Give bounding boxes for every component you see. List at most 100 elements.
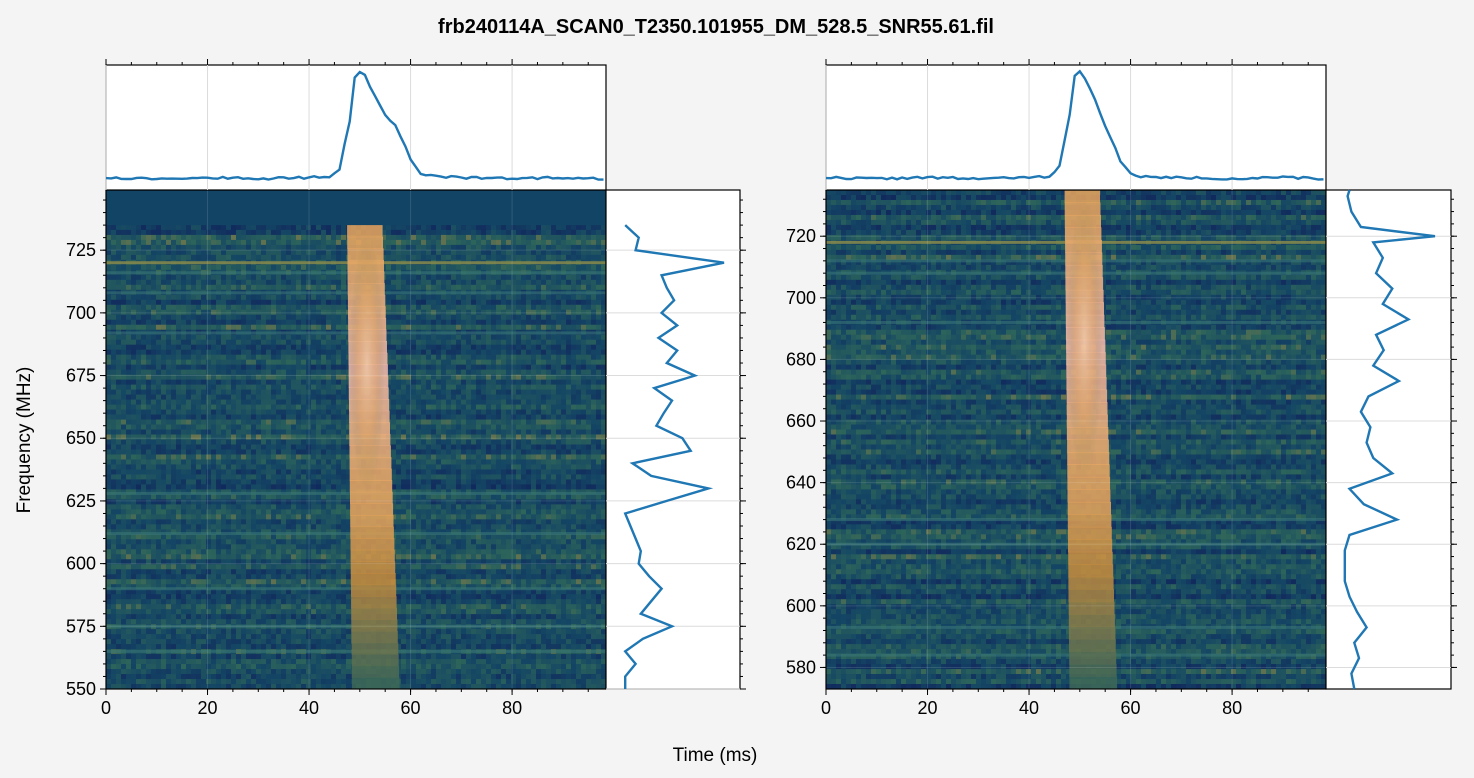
- heatmap-cell: [436, 394, 442, 400]
- heatmap-cell: [256, 244, 262, 251]
- heatmap-cell: [231, 294, 237, 301]
- heatmap-cell: [481, 379, 487, 386]
- heatmap-cell: [401, 384, 407, 390]
- heatmap-cell: [476, 364, 482, 371]
- heatmap-cell: [171, 359, 177, 366]
- heatmap-cell: [281, 339, 287, 346]
- heatmap-cell: [576, 394, 582, 400]
- heatmap-cell: [181, 399, 187, 405]
- heatmap-cell: [236, 424, 242, 430]
- heatmap-cell: [326, 424, 332, 430]
- heatmap-cell: [146, 344, 152, 351]
- heatmap-cell: [601, 234, 607, 241]
- heatmap-cell: [276, 369, 282, 376]
- heatmap-cell: [591, 389, 597, 395]
- heatmap-cell: [481, 304, 487, 311]
- heatmap-cell: [506, 264, 512, 271]
- heatmap-cell: [206, 414, 212, 420]
- heatmap-cell: [306, 414, 312, 420]
- heatmap-cell: [441, 339, 447, 346]
- heatmap-cell: [146, 419, 152, 425]
- heatmap-cell: [426, 264, 432, 271]
- heatmap-cell: [201, 374, 207, 381]
- heatmap-cell: [501, 309, 507, 316]
- heatmap-cell: [301, 369, 307, 376]
- heatmap-cell: [321, 399, 327, 405]
- heatmap-cell: [161, 374, 167, 381]
- heatmap-cell: [391, 394, 397, 400]
- heatmap-cell: [171, 314, 177, 321]
- heatmap-cell: [521, 414, 527, 420]
- heatmap-cell: [446, 359, 452, 366]
- heatmap-cell: [581, 244, 587, 251]
- heatmap-cell: [526, 324, 532, 331]
- heatmap-cell: [431, 264, 437, 271]
- heatmap-cell: [306, 379, 312, 386]
- heatmap-cell: [401, 294, 407, 301]
- heatmap-cell: [196, 354, 202, 361]
- heatmap-cell: [241, 379, 247, 386]
- heatmap-cell: [486, 224, 492, 231]
- heatmap-cell: [271, 389, 277, 395]
- heatmap-cell: [336, 364, 342, 371]
- heatmap-cell: [456, 244, 462, 251]
- heatmap-cell: [536, 369, 542, 376]
- heatmap-cell: [281, 244, 287, 251]
- heatmap-cell: [186, 279, 192, 286]
- heatmap-cell: [201, 294, 207, 301]
- heatmap-cell: [506, 254, 512, 261]
- heatmap-cell: [106, 424, 112, 430]
- heatmap-cell: [171, 279, 177, 286]
- heatmap-cell: [446, 304, 452, 311]
- heatmap-cell: [401, 369, 407, 376]
- heatmap-cell: [176, 294, 182, 301]
- heatmap-cell: [526, 399, 532, 405]
- heatmap-cell: [256, 354, 262, 361]
- heatmap-cell: [331, 314, 337, 321]
- heatmap-cell: [201, 349, 207, 356]
- heatmap-cell: [476, 359, 482, 366]
- heatmap-cell: [501, 344, 507, 351]
- heatmap-cell: [331, 349, 337, 356]
- heatmap-cell: [506, 354, 512, 361]
- heatmap-cell: [116, 304, 122, 311]
- heatmap-cell: [341, 424, 347, 430]
- heatmap-cell: [486, 369, 492, 376]
- heatmap-cell: [301, 294, 307, 301]
- heatmap-cell: [346, 424, 352, 430]
- heatmap-cell: [211, 344, 217, 351]
- heatmap-cell: [271, 384, 277, 390]
- heatmap-cell: [421, 229, 427, 236]
- heatmap-cell: [416, 314, 422, 321]
- heatmap-cell: [426, 229, 432, 236]
- heatmap-cell: [276, 399, 282, 405]
- heatmap-cell: [226, 384, 232, 390]
- heatmap-cell: [386, 304, 392, 311]
- heatmap-cell: [206, 274, 212, 281]
- heatmap-cell: [521, 404, 527, 410]
- heatmap-cell: [281, 409, 287, 415]
- heatmap-cell: [541, 429, 547, 435]
- heatmap-cell: [246, 349, 252, 356]
- heatmap-cell: [221, 224, 227, 231]
- heatmap-cell: [466, 319, 472, 326]
- heatmap-cell: [211, 384, 217, 390]
- heatmap-cell: [231, 394, 237, 400]
- heatmap-cell: [596, 324, 602, 331]
- heatmap-cell: [411, 419, 417, 425]
- heatmap-cell: [186, 374, 192, 381]
- heatmap-cell: [471, 229, 477, 236]
- heatmap-cell: [406, 324, 412, 331]
- heatmap-cell: [486, 359, 492, 366]
- heatmap-cell: [131, 264, 137, 271]
- heatmap-cell: [536, 274, 542, 281]
- heatmap-cell: [261, 279, 267, 286]
- heatmap-cell: [126, 384, 132, 390]
- heatmap-cell: [386, 334, 392, 341]
- heatmap-cell: [506, 429, 512, 435]
- heatmap-cell: [596, 374, 602, 381]
- heatmap-cell: [466, 279, 472, 286]
- heatmap-cell: [316, 399, 322, 405]
- heatmap-cell: [516, 239, 522, 246]
- heatmap-cell: [411, 384, 417, 390]
